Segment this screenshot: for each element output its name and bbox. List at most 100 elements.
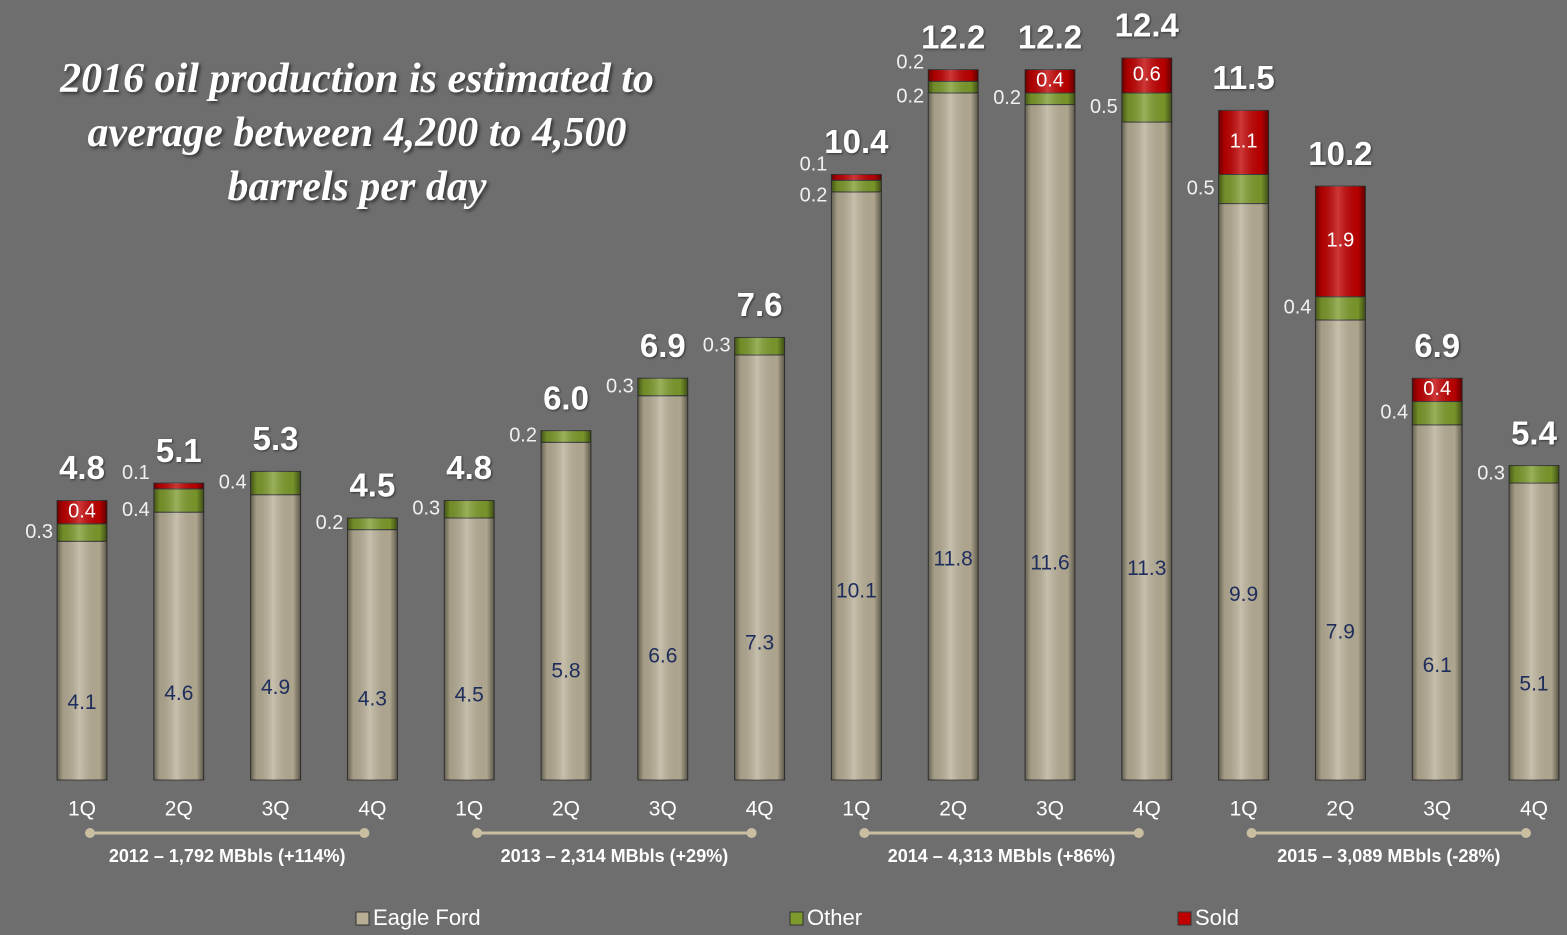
group-label: 2012 – 1,792 MBbls (+114%) [109,846,346,866]
group-dot [85,828,95,838]
bar-shine [1025,104,1075,781]
group-dot [1133,828,1144,838]
segment-label: 11.3 [1127,557,1166,580]
segment-label: 5.1 [1519,673,1548,696]
group-dot [472,828,483,838]
bar-shine [1315,186,1366,297]
total-label: 12.4 [1115,7,1180,44]
segment-label: 0.4 [1284,297,1312,319]
group-dot [859,828,870,838]
segment-label: 6.1 [1423,654,1452,677]
x-tick-label: 4Q [358,798,386,821]
bar-shine [1412,401,1463,425]
total-label: 12.2 [921,18,985,55]
segment-label: 0.2 [896,52,924,74]
segment-label: 11.8 [934,548,973,571]
total-label: 5.4 [1511,414,1558,451]
segment-label: 11.6 [1030,551,1069,574]
total-label: 4.5 [349,467,395,504]
bar-shine [1218,174,1269,204]
segment-label: 10.1 [836,579,877,602]
x-tick-label: 2Q [1326,798,1354,821]
total-label: 12.2 [1018,18,1082,55]
group-label: 2015 – 3,089 MBbls (-28%) [1277,846,1500,866]
total-label: 4.8 [446,449,492,486]
group-label: 2013 – 2,314 MBbls (+29%) [501,846,729,866]
bar-shine [831,180,882,192]
segment-label: 5.8 [551,659,580,682]
legend-label: Eagle Ford [373,905,481,930]
segment-label: 0.4 [68,500,96,522]
group-dot [1246,828,1257,838]
bar-shine [928,92,979,780]
segment-label: 0.4 [1036,70,1064,92]
x-tick-label: 2Q [939,798,967,821]
bar-shine [734,354,785,780]
bar-shine [1315,320,1366,780]
bar-shine [1121,92,1172,123]
bar-shine [1315,296,1366,321]
bar-shine [347,529,398,780]
bar-shine [1218,203,1269,780]
legend-swatch [355,911,370,926]
bar-shine [57,541,107,780]
legend-swatch [1177,911,1192,926]
segment-label: 0.3 [1477,463,1505,485]
total-label: 10.2 [1308,135,1372,172]
segment-label: 0.3 [606,375,634,397]
bar-shine [1412,378,1463,402]
x-tick-label: 1Q [455,798,483,821]
segment-label: 0.2 [316,512,344,534]
x-tick-label: 2Q [552,798,580,821]
segment-label: 4.5 [455,684,484,707]
segment-label: 0.3 [703,334,731,356]
bar-shine [831,191,882,780]
group-label: 2014 – 4,313 MBbls (+86%) [888,846,1116,866]
group-dot [746,828,757,838]
x-tick-label: 1Q [68,798,96,821]
bar-shine [541,430,591,443]
segment-label: 0.3 [25,521,53,543]
segment-label: 1.9 [1326,230,1354,252]
chart-title: 2016 oil production is estimated to aver… [60,56,654,210]
segment-label: 4.3 [358,687,387,710]
segment-label: 7.3 [745,632,774,655]
bar-shine [153,483,204,489]
x-tick-label: 4Q [1133,798,1161,821]
x-tick-label: 4Q [1520,798,1548,821]
bar-shine [637,378,688,396]
segment-label: 0.1 [122,462,150,484]
bar-shine [1412,424,1463,780]
legend-label: Sold [1195,905,1239,930]
bar-shine [250,494,301,780]
segment-label: 4.1 [67,691,96,714]
total-label: 6.0 [543,379,589,416]
bar-shine [250,471,301,495]
segment-label: 0.6 [1133,64,1161,86]
bar-shine [444,500,495,518]
segment-label: 0.5 [1090,96,1118,118]
bar-shine [1025,69,1075,93]
bar-shine [444,517,495,780]
x-tick-label: 3Q [1423,798,1451,821]
segment-label: 0.4 [219,471,247,493]
segment-label: 6.6 [648,645,677,668]
x-tick-label: 1Q [842,798,870,821]
total-label: 4.8 [59,449,105,486]
bar-shine [928,81,979,93]
segment-label: 0.4 [122,499,150,521]
group-dot [359,828,370,838]
total-label: 6.9 [1414,327,1460,364]
x-tick-label: 3Q [262,798,290,821]
segment-label: 0.4 [1423,378,1451,400]
bar-shine [57,500,107,524]
bar-shine [831,174,882,181]
bar-shine [928,69,979,82]
segment-label: 1.1 [1230,131,1258,153]
bar-shine [1121,122,1172,780]
total-label: 10.4 [824,123,889,160]
total-label: 5.1 [156,432,202,469]
x-tick-label: 3Q [1036,798,1064,821]
